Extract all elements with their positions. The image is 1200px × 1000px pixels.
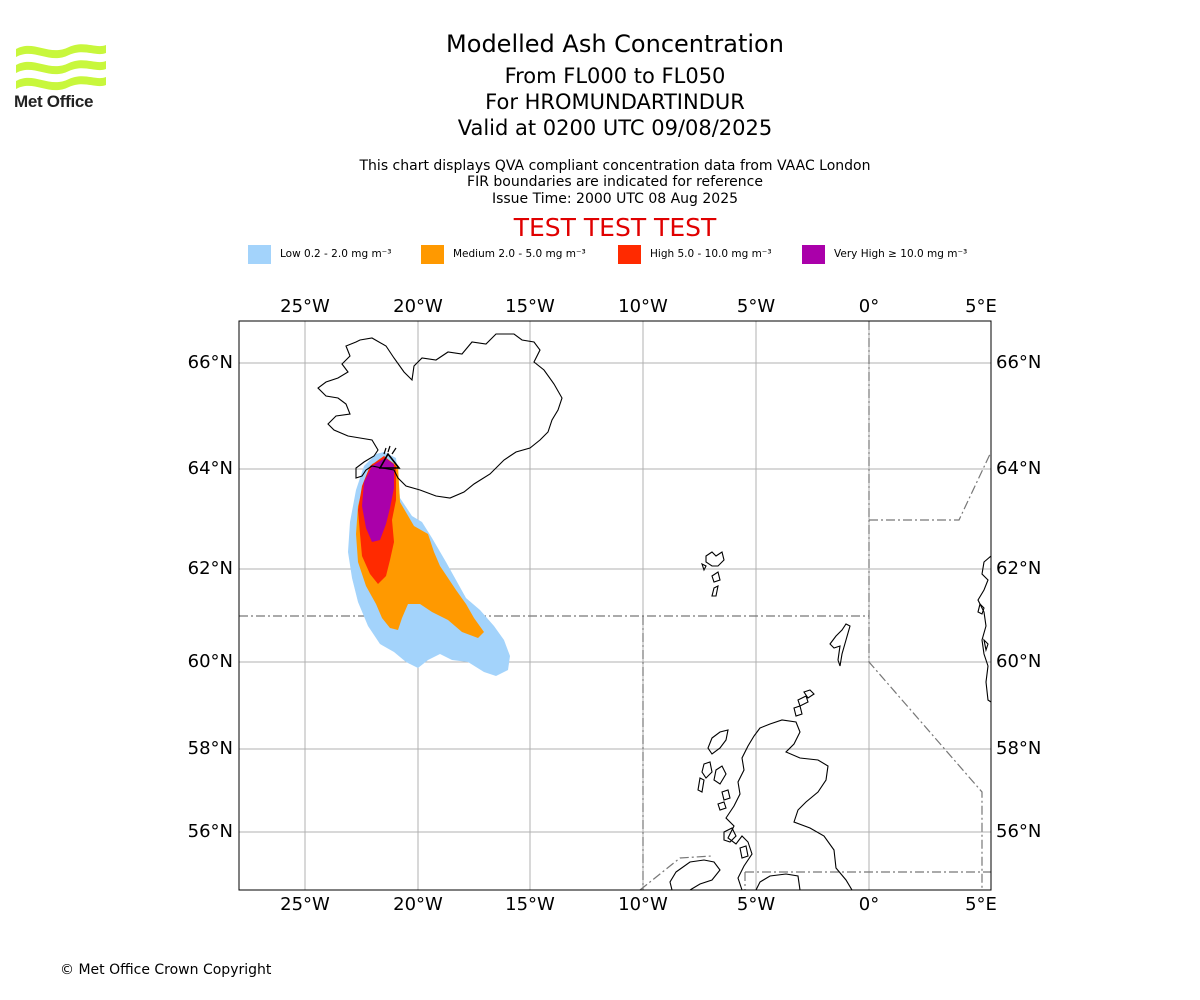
bottom-lon-label: 25°W: [280, 894, 330, 915]
northern-ireland-coast: [669, 859, 721, 890]
legend-swatch-very-high: [802, 244, 825, 264]
volcano-name: For HROMUNDARTINDUR: [485, 90, 745, 114]
right-lat-label: 62°N: [996, 558, 1041, 579]
valid-time: Valid at 0200 UTC 09/08/2025: [457, 116, 773, 140]
bottom-lon-label: 15°W: [505, 894, 555, 915]
right-lat-label: 56°N: [996, 821, 1041, 842]
coastlines: [317, 333, 991, 890]
met-office-logo-icon: [16, 44, 106, 91]
legend-item-low: Low 0.2 - 2.0 mg m⁻³: [248, 244, 391, 264]
norway-islands: [977, 602, 989, 653]
orkney: [793, 689, 815, 717]
scotland-coast: [725, 719, 853, 890]
legend-label-high: High 5.0 - 10.0 mg m⁻³: [650, 248, 772, 260]
legend-item-medium: Medium 2.0 - 5.0 mg m⁻³: [421, 244, 586, 264]
top-lon-label: 20°W: [393, 296, 443, 317]
left-lat-label: 58°N: [188, 738, 233, 759]
left-lat-label: 66°N: [188, 352, 233, 373]
map-frame: [238, 320, 992, 891]
top-lon-label: 10°W: [618, 296, 668, 317]
test-banner: TEST TEST TEST: [513, 213, 717, 242]
hebrides: [697, 729, 731, 811]
left-lat-label: 60°N: [188, 651, 233, 672]
top-lon-label: 5°W: [737, 296, 775, 317]
top-lon-label: 15°W: [505, 296, 555, 317]
left-lat-label: 62°N: [188, 558, 233, 579]
right-lat-label: 64°N: [996, 458, 1041, 479]
ash-plume: [348, 452, 510, 676]
fir-boundaries: [239, 321, 991, 890]
top-lon-label: 0°: [859, 296, 879, 317]
right-lat-label: 58°N: [996, 738, 1041, 759]
faroe-islands: [701, 551, 725, 597]
bottom-lon-label: 5°W: [737, 894, 775, 915]
legend-swatch-low: [248, 244, 271, 264]
bottom-lon-label: 0°: [859, 894, 879, 915]
top-lon-label: 25°W: [280, 296, 330, 317]
volcano-marker-icon: [378, 445, 401, 469]
bottom-lon-label: 10°W: [618, 894, 668, 915]
shetland: [829, 623, 851, 667]
norway-coast: [977, 555, 991, 703]
met-office-logo-text: Met Office: [14, 92, 94, 111]
bottom-lon-label: 20°W: [393, 894, 443, 915]
subtitle-line-2: FIR boundaries are indicated for referen…: [467, 174, 763, 190]
subtitle-line-1: This chart displays QVA compliant concen…: [359, 158, 871, 174]
copyright-notice: © Met Office Crown Copyright: [60, 962, 272, 978]
gridlines: [239, 321, 991, 890]
legend-label-very-high: Very High ≥ 10.0 mg m⁻³: [834, 248, 968, 260]
chart-title: Modelled Ash Concentration: [446, 30, 784, 58]
left-lat-label: 56°N: [188, 821, 233, 842]
legend-label-medium: Medium 2.0 - 5.0 mg m⁻³: [453, 248, 586, 260]
right-lat-label: 60°N: [996, 651, 1041, 672]
top-lon-label: 5°E: [965, 296, 997, 317]
legend-swatch-medium: [421, 244, 444, 264]
flight-level-range: From FL000 to FL050: [504, 64, 726, 88]
legend-label-low: Low 0.2 - 2.0 mg m⁻³: [280, 248, 392, 260]
inner-hebrides: [723, 827, 749, 859]
legend-item-very-high: Very High ≥ 10.0 mg m⁻³: [802, 244, 967, 264]
iceland-coast: [317, 333, 563, 499]
ash-very-high-area: [362, 458, 394, 542]
legend-item-high: High 5.0 - 10.0 mg m⁻³: [618, 244, 772, 264]
issue-time: Issue Time: 2000 UTC 08 Aug 2025: [491, 191, 739, 207]
legend-swatch-high: [618, 244, 641, 264]
right-lat-label: 66°N: [996, 352, 1041, 373]
bottom-lon-label: 5°E: [965, 894, 997, 915]
left-lat-label: 64°N: [188, 458, 233, 479]
